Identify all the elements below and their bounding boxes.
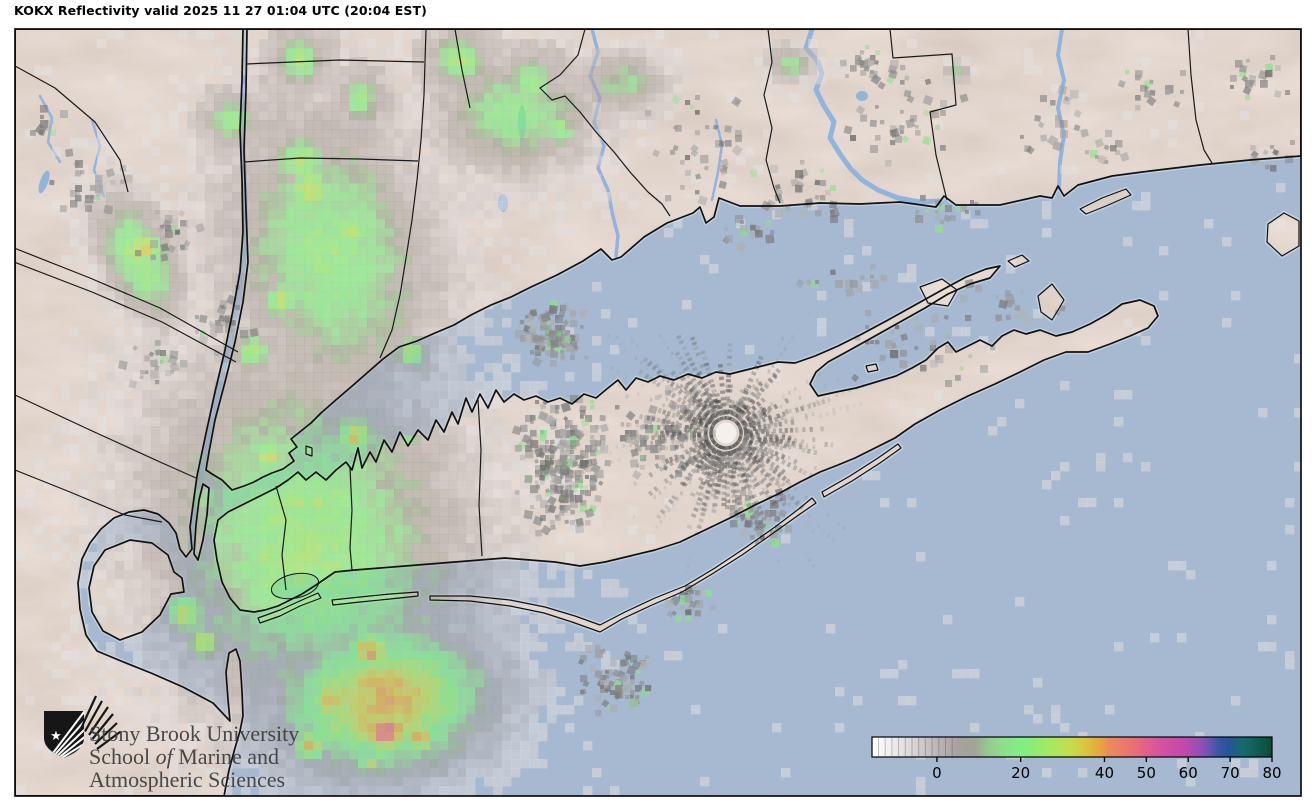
sbu-logo-line3: Atmospheric Sciences	[89, 767, 285, 792]
colorbar-tick-label: 20	[1011, 764, 1030, 782]
radar-site-marker	[715, 422, 737, 444]
colorbar-gradient	[871, 736, 1273, 758]
page-title: KOKX Reflectivity valid 2025 11 27 01:04…	[14, 3, 427, 18]
ground-clutter	[30, 45, 1296, 717]
boundary-lines	[15, 29, 1213, 591]
colorbar-tick-label: 70	[1221, 764, 1240, 782]
lake	[856, 91, 868, 101]
lake	[38, 170, 50, 194]
sbu-logo-line1: Stony Brook University	[89, 721, 299, 746]
island	[1080, 189, 1131, 214]
quinnipiac-river	[710, 118, 724, 202]
colorbar: 0 20 40 50 60 70 80	[871, 736, 1282, 782]
map-frame	[14, 28, 1302, 797]
sbu-logo-line2: School of Marine and	[89, 744, 279, 769]
island	[1267, 213, 1299, 256]
colorbar-tick-label: 40	[1095, 764, 1114, 782]
colorbar-tick-label: 80	[1262, 764, 1281, 782]
island	[1038, 284, 1064, 320]
thames-river	[1056, 29, 1066, 190]
barrier-island	[822, 444, 901, 497]
coastlines	[15, 29, 1301, 796]
colorbar-tick-label: 50	[1137, 764, 1156, 782]
colorbar-tick-label: 0	[932, 764, 942, 782]
map-canvas: 0 20 40 50 60 70 80 ★ Stony Brook UniversityScho…	[15, 29, 1301, 796]
colorbar-tick-label: 60	[1179, 764, 1198, 782]
